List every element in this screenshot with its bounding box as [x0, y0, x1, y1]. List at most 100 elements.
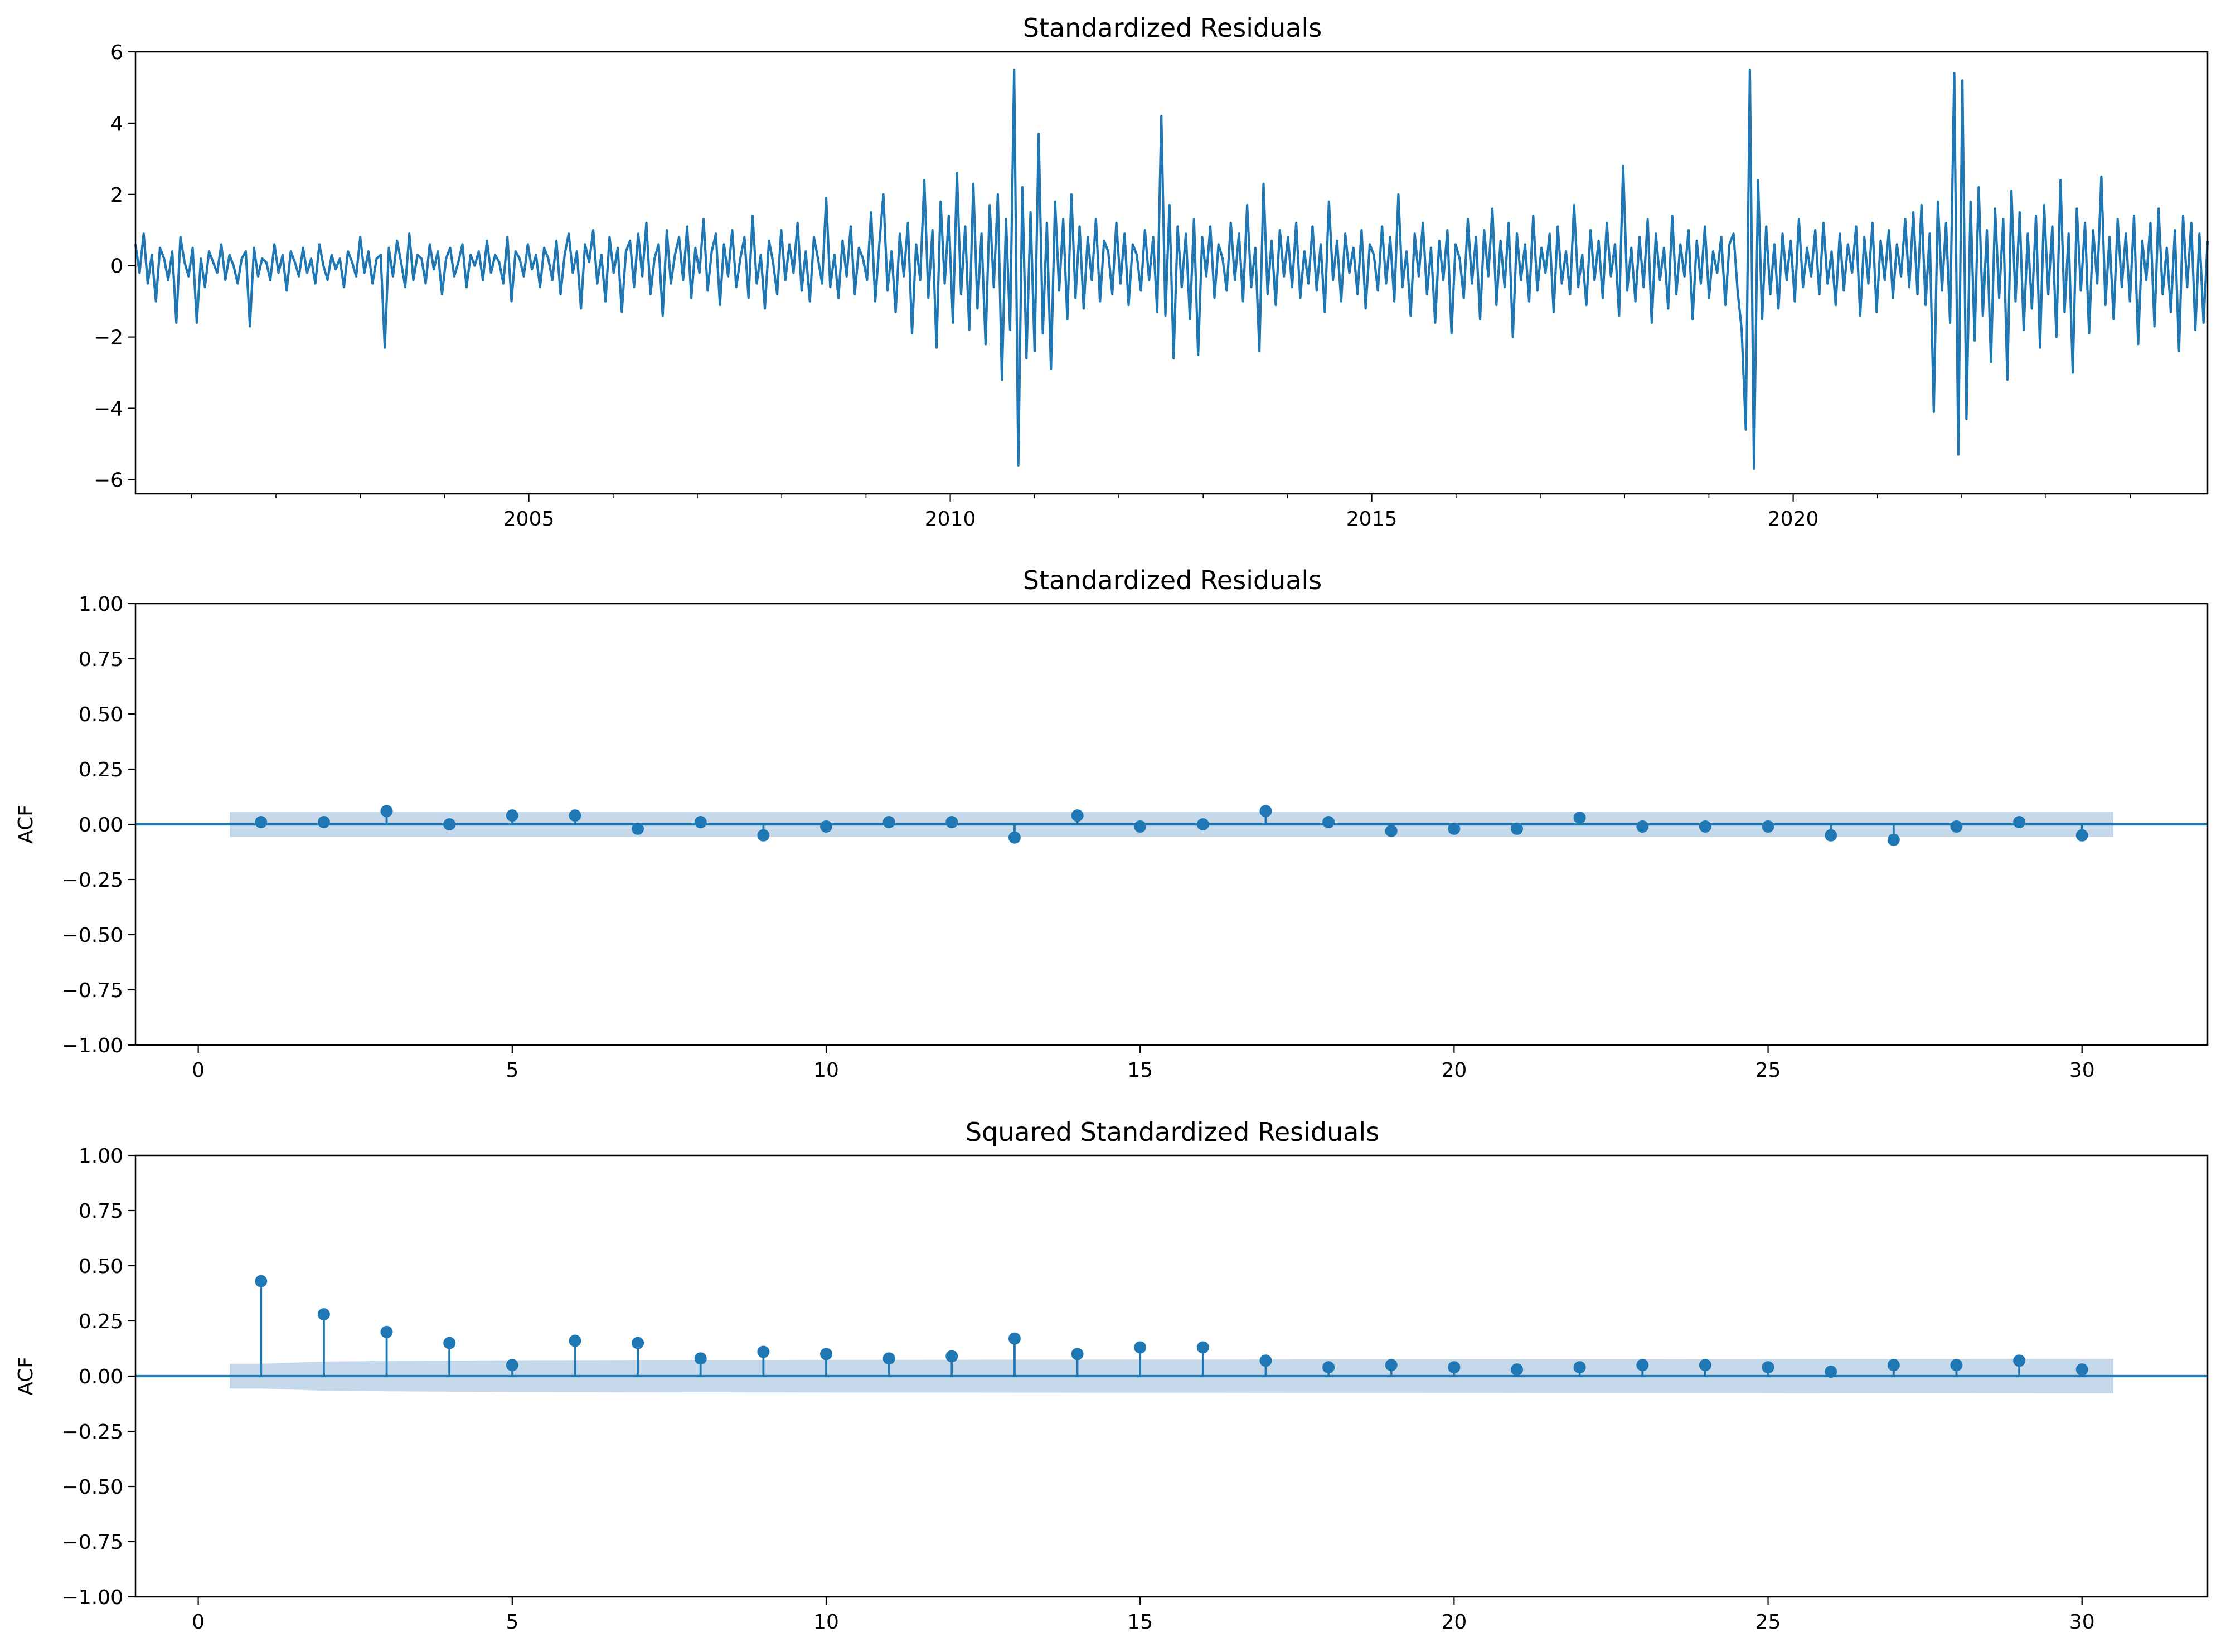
acf-marker: [1636, 820, 1649, 833]
acf-marker: [820, 1348, 832, 1361]
panel3-y-axis: 1.00 0.75 0.50 0.25 0.00 −0.25 −0.50 −0.75 −1.00: [62, 1145, 135, 1609]
y-tick-label: 0.00: [79, 1366, 123, 1388]
acf-marker: [1762, 820, 1774, 833]
acf-marker: [1699, 820, 1711, 833]
y-tick-label: −0.50: [62, 1476, 123, 1499]
panel2-x-axis: 0 5 10 15 20 25 30: [192, 1045, 2095, 1082]
x-tick-label: 2005: [503, 508, 555, 531]
acf-marker: [1259, 1354, 1272, 1367]
acf-marker: [569, 809, 581, 822]
y-tick-label: 0: [110, 255, 123, 278]
acf-marker: [255, 816, 268, 829]
acf-marker: [1511, 822, 1523, 835]
acf-marker: [1008, 831, 1021, 844]
acf-marker: [1134, 1341, 1147, 1354]
panel2-plot: [135, 805, 2208, 846]
acf-marker: [1196, 1341, 1209, 1354]
acf-marker: [757, 1345, 770, 1358]
y-tick-label: 4: [110, 113, 123, 135]
panel1-title: Standardized Residuals: [1023, 13, 1322, 43]
squared-residuals-acf-panel: Squared Standardized Residuals 1.00 0.75 0…: [14, 1117, 2209, 1634]
y-tick-label: 0.75: [79, 1200, 123, 1223]
x-tick-label: 0: [192, 1059, 205, 1082]
residuals-acf-panel: Standardized Residuals 1.00 0.75 0.50 0.25 0…: [14, 565, 2209, 1082]
y-tick-label: 1.00: [79, 593, 123, 616]
acf-marker: [1573, 1361, 1586, 1374]
acf-marker: [2013, 816, 2026, 829]
acf-marker: [1762, 1361, 1774, 1374]
panel3-y-label: ACF: [14, 1357, 37, 1396]
y-tick-label: 0.75: [79, 648, 123, 671]
acf-marker: [1887, 1359, 1900, 1372]
panel1-frame: [134, 51, 2209, 495]
x-tick-label: 2015: [1346, 508, 1398, 531]
x-tick-label: 5: [506, 1611, 518, 1634]
panel1-y-axis: 6 4 2 0 −2 −4 −6: [94, 41, 135, 492]
acf-marker: [1511, 1363, 1523, 1376]
x-tick-label: 15: [1127, 1059, 1153, 1082]
acf-marker: [632, 1337, 644, 1349]
acf-marker: [1008, 1332, 1021, 1345]
x-tick-label: 0: [192, 1611, 205, 1634]
acf-marker: [1825, 1366, 1837, 1378]
x-tick-label: 30: [2069, 1611, 2095, 1634]
acf-marker: [443, 1337, 456, 1349]
x-tick-label: 10: [813, 1059, 839, 1082]
x-tick-label: 25: [1755, 1611, 1781, 1634]
y-tick-label: −6: [94, 469, 123, 492]
acf-marker: [1699, 1359, 1711, 1372]
acf-marker: [506, 809, 518, 822]
y-tick-label: 0.25: [79, 1310, 123, 1333]
acf-marker: [1385, 1359, 1398, 1372]
acf-marker: [2075, 829, 2088, 842]
y-tick-label: −0.25: [62, 869, 123, 892]
panel3-plot: [135, 1275, 2208, 1393]
y-tick-label: −0.75: [62, 1531, 123, 1554]
panel3-title: Squared Standardized Residuals: [966, 1117, 1379, 1147]
acf-marker: [2013, 1354, 2026, 1367]
y-tick-label: 0.50: [79, 1255, 123, 1278]
acf-marker: [1196, 818, 1209, 830]
y-tick-label: −0.25: [62, 1421, 123, 1444]
acf-marker: [694, 816, 707, 829]
y-tick-label: −1.00: [62, 1586, 123, 1609]
y-tick-label: −0.75: [62, 979, 123, 1002]
acf-marker: [380, 1325, 393, 1338]
x-tick-label: 2020: [1768, 508, 1819, 531]
acf-marker: [569, 1334, 581, 1347]
acf-marker: [1071, 1348, 1084, 1361]
acf-marker: [443, 818, 456, 830]
y-tick-label: 6: [110, 41, 123, 64]
y-tick-label: 0.00: [79, 814, 123, 837]
acf-marker: [694, 1352, 707, 1365]
acf-marker: [1573, 812, 1586, 824]
acf-marker: [1887, 833, 1900, 846]
panel1-x-axis: 2005 2010 2015 2020: [191, 494, 2131, 531]
acf-marker: [757, 829, 770, 842]
acf-marker: [1259, 805, 1272, 818]
acf-marker: [2075, 1363, 2088, 1376]
acf-marker: [882, 816, 895, 829]
acf-marker: [1322, 816, 1335, 829]
acf-marker: [380, 805, 393, 818]
acf-marker: [1071, 809, 1084, 822]
acf-marker: [506, 1359, 518, 1372]
x-tick-label: 30: [2069, 1059, 2095, 1082]
x-tick-label: 20: [1441, 1059, 1467, 1082]
panel2-title: Standardized Residuals: [1023, 565, 1322, 595]
acf-marker: [945, 816, 958, 829]
acf-marker: [882, 1352, 895, 1365]
y-tick-label: 2: [110, 184, 123, 207]
y-tick-label: 1.00: [79, 1145, 123, 1168]
acf-marker: [1950, 820, 1963, 833]
acf-marker: [1636, 1359, 1649, 1372]
acf-marker: [1448, 822, 1461, 835]
acf-marker: [1134, 820, 1147, 833]
y-tick-label: −0.50: [62, 924, 123, 947]
acf-marker: [945, 1350, 958, 1363]
panel2-y-label: ACF: [14, 805, 37, 844]
panel3-x-axis: 0 5 10 15 20 25 30: [192, 1597, 2095, 1634]
x-tick-label: 10: [813, 1611, 839, 1634]
acf-marker: [317, 816, 330, 829]
panel2-y-axis: 1.00 0.75 0.50 0.25 0.00 −0.25 −0.50 −0.75 −1.00: [62, 593, 135, 1057]
